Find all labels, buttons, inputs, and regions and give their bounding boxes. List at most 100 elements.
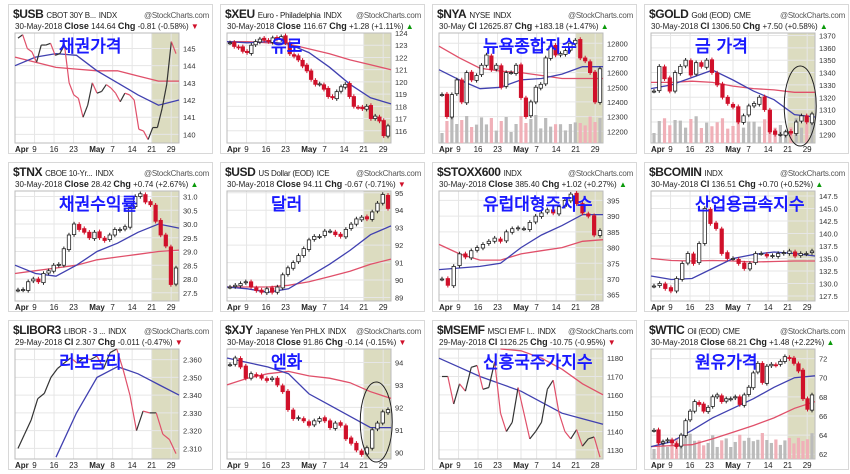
candle-body — [683, 59, 688, 67]
annotation-label: 뉴욕종합지수 — [483, 37, 577, 57]
quote-line: 30-May-2018 Cl 136.51 Chg +0.70 (+0.52%)… — [651, 179, 823, 189]
volume-bar — [499, 121, 503, 143]
price-segment — [135, 410, 144, 431]
exchange: ICE — [316, 169, 330, 178]
candle-body — [733, 396, 738, 399]
chart-panel[interactable]: $NYA NYSE INDX @StockCharts.com 30-May Cl 12… — [432, 4, 637, 154]
candle-body — [312, 420, 317, 426]
chart-panel[interactable]: $XEU Euro - Philadelphia INDX @StockCharts.… — [220, 4, 425, 154]
chart-panel[interactable]: $USB CBOT 30Y B... INDX @StockCharts.com 30-… — [8, 4, 213, 154]
candle-body — [663, 283, 668, 289]
price-segment — [68, 82, 75, 96]
y-tick-label: 91 — [395, 426, 403, 435]
x-tick-label: 21 — [359, 461, 368, 470]
x-tick-label: 23 — [281, 461, 290, 470]
candle-body — [122, 226, 128, 230]
chart-panel[interactable]: $BCOMIN INDX @StockCharts.com 30-May-2018 C… — [644, 162, 849, 312]
volume-bar — [769, 442, 773, 459]
candle-body — [463, 253, 468, 258]
chart-header: $NYA NYSE INDX @StockCharts.com — [437, 7, 633, 21]
x-tick-label: 9 — [456, 303, 461, 312]
candle-body — [133, 196, 138, 208]
candle-body — [71, 223, 77, 235]
symbol: $WTIC — [649, 323, 685, 337]
exchange: INDX — [98, 11, 117, 20]
x-tick-label: 29 — [379, 145, 388, 154]
candle-body — [660, 441, 666, 444]
y-tick-label: 2.340 — [183, 391, 202, 400]
candle-body — [515, 227, 521, 230]
x-tick-label: 16 — [262, 303, 271, 312]
chart-panel[interactable]: $WTIC Oil (EOD) CME @StockCharts.com 30-May-… — [644, 320, 849, 470]
chart-panel[interactable]: $USD US Dollar (EOD) ICE @StockCharts.com 30… — [220, 162, 425, 312]
candle-body — [760, 362, 765, 383]
change-value: -10.75 (-0.95%) — [549, 338, 606, 347]
annotation-label: 채권가격 — [59, 37, 122, 57]
candle-body — [725, 96, 730, 104]
candle-body — [708, 208, 713, 224]
volume-bar — [652, 133, 656, 143]
chart-header: $XEU Euro - Philadelphia INDX @StockCharts.… — [225, 7, 421, 21]
candle-body — [527, 222, 532, 230]
x-tick-label: Apr — [651, 145, 665, 154]
price-segment — [24, 419, 32, 435]
chart-panel[interactable]: $XJY Japanese Yen PHLX INDX @StockCharts.co… — [220, 320, 425, 470]
ma-fast-line — [14, 52, 180, 106]
y-tick-label: 118 — [395, 102, 407, 111]
chart-panel[interactable]: $STOXX600 INDX @StockCharts.com 30-May-2018… — [432, 162, 637, 312]
symbol: $NYA — [437, 7, 467, 21]
candle-body — [349, 437, 354, 444]
candle-body — [36, 278, 41, 283]
volume-bar — [652, 449, 656, 459]
chart-panel[interactable]: $LIBOR3 LIBOR - 3 ... INDX @StockCharts.com… — [8, 320, 213, 470]
price-segment — [30, 398, 39, 421]
price-segment — [63, 357, 72, 364]
y-tick-label: 29.0 — [183, 248, 198, 257]
volume-bar — [539, 128, 543, 143]
volume-bar — [757, 126, 761, 143]
candle-body — [799, 115, 804, 122]
recent-week-shade — [363, 33, 391, 143]
chart-panel[interactable]: $MSEMF MSCI EMF I... INDX @StockCharts.com 2… — [432, 320, 637, 470]
chart-panel[interactable]: $TNX CBOE 10-Yr... INDX @StockCharts.com 30-… — [8, 162, 213, 312]
close-label: Close — [64, 179, 89, 189]
exchange: INDX — [108, 327, 127, 336]
price-segment — [76, 357, 85, 364]
candle-body — [82, 228, 87, 233]
x-tick-label: 29 — [167, 461, 176, 470]
watermark: @StockCharts.com — [143, 169, 209, 178]
x-tick-label: 28 — [591, 303, 600, 312]
price-segment — [494, 361, 502, 414]
candle-body — [804, 115, 809, 123]
price-segment — [77, 98, 84, 118]
candle-body — [662, 66, 667, 80]
price-segment — [110, 87, 117, 94]
y-tick-label: 93 — [395, 381, 403, 390]
x-tick-label: 29 — [803, 145, 812, 154]
x-tick-label: 14 — [764, 461, 773, 470]
candle-body — [674, 278, 679, 292]
candle-body — [291, 409, 296, 419]
candle-body — [769, 363, 774, 367]
x-tick-label: 23 — [69, 303, 78, 312]
x-tick-label: 23 — [69, 461, 78, 470]
candle-body — [704, 59, 709, 68]
exchange: CME — [733, 11, 751, 20]
candle-body — [227, 364, 233, 367]
x-tick-label: 23 — [705, 461, 714, 470]
candle-body — [719, 228, 724, 254]
chart-panel[interactable]: $GOLD Gold (EOD) CME @StockCharts.com 30-May… — [644, 4, 849, 154]
price-segment — [535, 422, 542, 432]
x-tick-label: 21 — [783, 303, 792, 312]
y-tick-label: 1130 — [607, 446, 623, 455]
x-tick-label: 7 — [110, 303, 115, 312]
price-segment — [31, 51, 38, 63]
exchange: INDX — [704, 169, 723, 178]
candle-body — [158, 219, 163, 236]
y-tick-label: 27.5 — [183, 289, 198, 298]
price-chart: Apr 9 16 23 May 7 14 21 29 12200 12300 12400 12500 12… — [438, 32, 628, 154]
x-tick-label: 23 — [493, 461, 502, 470]
ma-slow-line — [500, 348, 604, 396]
y-tick-label: 30.0 — [183, 220, 198, 229]
candle-body — [545, 209, 550, 213]
